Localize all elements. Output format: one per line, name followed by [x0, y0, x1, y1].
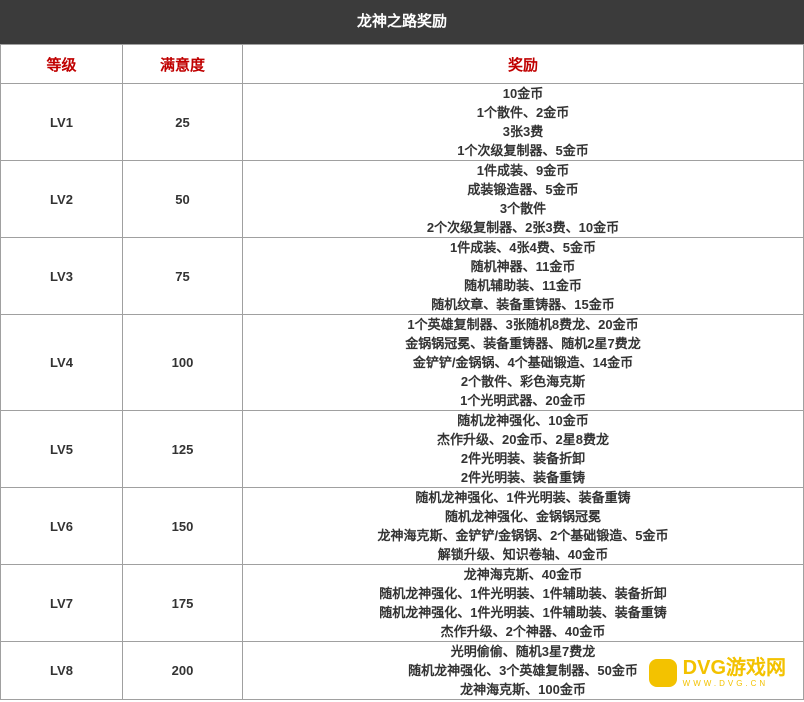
reward-line: 2件光明装、装备折卸	[460, 451, 586, 466]
watermark-text: DVG游戏网 WWW.DVG.CN	[683, 657, 786, 688]
reward-cell: 1件成装、9金币 成装锻造器、5金币 3个散件 2个次级复制器、2张3费、10金币	[242, 160, 804, 238]
reward-line: 1个散件、2金币	[476, 105, 570, 120]
table-row: LV7 175 龙神海克斯、40金币 随机龙神强化、1件光明装、1件辅助装、装备折卸随…	[0, 564, 804, 642]
level-cell: LV2	[0, 160, 123, 238]
watermark-icon	[648, 658, 677, 687]
reward-line: 2个散件、彩色海克斯	[460, 374, 586, 389]
reward-cell: 1个英雄复制器、3张随机8费龙、20金币 金锅锅冠冕、装备重铸器、随机2星7费龙金…	[242, 314, 804, 411]
reward-line: 光明偷偷、随机3星7费龙	[450, 644, 596, 659]
reward-cell: 龙神海克斯、40金币随机龙神强化、1件光明装、1件辅助装、装备折卸 随机龙神强化、…	[242, 564, 804, 642]
watermark-brand: DVG游戏网	[682, 657, 786, 679]
table-row: LV4 100 1个英雄复制器、3张随机8费龙、20金币 金锅锅冠冕、装备重铸器、随机…	[0, 314, 804, 411]
reward-cell: 10金币 1个散件、2金币 3张3费 1个次级复制器、5金币	[242, 83, 804, 161]
reward-cell: 随机龙神强化、1件光明装、装备重铸 随机龙神强化、金锅锅冠冕龙神海克斯、金铲铲/金…	[242, 487, 804, 565]
reward-line: 龙神海克斯、100金币	[460, 682, 586, 697]
reward-line: 成装锻造器、5金币	[467, 182, 579, 197]
reward-line: 随机辅助装、11金币	[464, 278, 582, 293]
reward-line: 3张3费	[502, 124, 544, 139]
table-row: LV8 200 光明偷偷、随机3星7费龙 随机龙神强化、3个英雄复制器、50金币 龙神海…	[0, 641, 804, 700]
reward-line: 1个次级复制器、5金币	[457, 143, 589, 158]
level-cell: LV4	[0, 314, 123, 411]
reward-line: 随机龙神强化、1件光明装、装备重铸	[415, 490, 631, 505]
table-title: 龙神之路奖励	[0, 0, 804, 44]
table-row: LV3 75 1件成装、4张4费、5金币 随机神器、11金币 随机辅助装、11金币 随机纹…	[0, 237, 804, 315]
reward-cell: 光明偷偷、随机3星7费龙随机龙神强化、3个英雄复制器、50金币 龙神海克斯、100…	[242, 641, 804, 700]
reward-line: 2个次级复制器、2张3费、10金币	[426, 220, 620, 235]
reward-line: 随机龙神强化、金锅锅冠冕	[444, 509, 601, 524]
satisfaction-cell: 50	[122, 160, 243, 238]
reward-line: 随机龙神强化、10金币	[457, 413, 589, 428]
reward-line: 1件成装、9金币	[476, 163, 570, 178]
reward-cell: 1件成装、4张4费、5金币 随机神器、11金币 随机辅助装、11金币随机纹章、装备重…	[242, 237, 804, 315]
level-cell: LV3	[0, 237, 123, 315]
reward-line: 杰作升级、2个神器、40金币	[440, 624, 606, 639]
reward-line: 2件光明装、装备重铸	[460, 470, 586, 485]
reward-line: 1个光明武器、20金币	[460, 393, 586, 408]
header-row: 等级 满意度 奖励	[0, 44, 804, 84]
reward-line: 1个英雄复制器、3张随机8费龙、20金币	[407, 317, 639, 332]
watermark: DVG游戏网 WWW.DVG.CN	[648, 657, 786, 688]
level-cell: LV7	[0, 564, 123, 642]
level-cell: LV6	[0, 487, 123, 565]
satisfaction-cell: 25	[122, 83, 243, 161]
watermark-url: WWW.DVG.CN	[682, 679, 769, 688]
satisfaction-cell: 175	[122, 564, 243, 642]
column-header: 等级	[0, 44, 123, 84]
level-cell: LV1	[0, 83, 123, 161]
table-row: LV2 50 1件成装、9金币 成装锻造器、5金币 3个散件 2个次级复制器、2张3费、1…	[0, 160, 804, 238]
reward-line: 10金币	[502, 86, 544, 101]
reward-line: 随机龙神强化、1件光明装、1件辅助装、装备重铸	[379, 605, 667, 620]
reward-line: 龙神海克斯、40金币	[463, 567, 583, 582]
satisfaction-cell: 75	[122, 237, 243, 315]
reward-line: 龙神海克斯、金铲铲/金锅锅、2个基础锻造、5金币	[377, 528, 669, 543]
reward-line: 随机龙神强化、1件光明装、1件辅助装、装备折卸	[379, 586, 667, 601]
table-body: LV1 25 10金币 1个散件、2金币 3张3费 1个次级复制器、5金币 LV2 50 1件成…	[0, 83, 804, 700]
reward-line: 随机纹章、装备重铸器、15金币	[431, 297, 615, 312]
satisfaction-cell: 125	[122, 410, 243, 488]
reward-table: 等级 满意度 奖励 LV1 25 10金币 1个散件、2金币 3张3费 1个次级复制器、5…	[0, 44, 804, 700]
table-row: LV6 150 随机龙神强化、1件光明装、装备重铸 随机龙神强化、金锅锅冠冕 龙神海克斯…	[0, 487, 804, 565]
reward-cell: 随机龙神强化、10金币杰作升级、20金币、2星8费龙 2件光明装、装备折卸 2件光明…	[242, 410, 804, 488]
satisfaction-cell: 200	[122, 641, 243, 700]
satisfaction-cell: 100	[122, 314, 243, 411]
table-row: LV5 125 随机龙神强化、10金币杰作升级、20金币、2星8费龙 2件光明装、装备…	[0, 410, 804, 488]
satisfaction-cell: 150	[122, 487, 243, 565]
reward-line: 金铲铲/金锅锅、4个基础锻造、14金币	[412, 355, 634, 370]
reward-line: 随机龙神强化、3个英雄复制器、50金币	[408, 663, 638, 678]
column-header: 奖励	[242, 44, 804, 84]
level-cell: LV5	[0, 410, 123, 488]
reward-line: 解锁升级、知识卷轴、40金币	[437, 547, 609, 562]
reward-line: 杰作升级、20金币、2星8费龙	[437, 432, 609, 447]
level-cell: LV8	[0, 641, 123, 700]
column-header: 满意度	[122, 44, 243, 84]
table-row: LV1 25 10金币 1个散件、2金币 3张3费 1个次级复制器、5金币	[0, 83, 804, 161]
reward-line: 金锅锅冠冕、装备重铸器、随机2星7费龙	[405, 336, 641, 351]
reward-line: 1件成装、4张4费、5金币	[450, 240, 596, 255]
reward-line: 随机神器、11金币	[470, 259, 576, 274]
reward-line: 3个散件	[499, 201, 547, 216]
